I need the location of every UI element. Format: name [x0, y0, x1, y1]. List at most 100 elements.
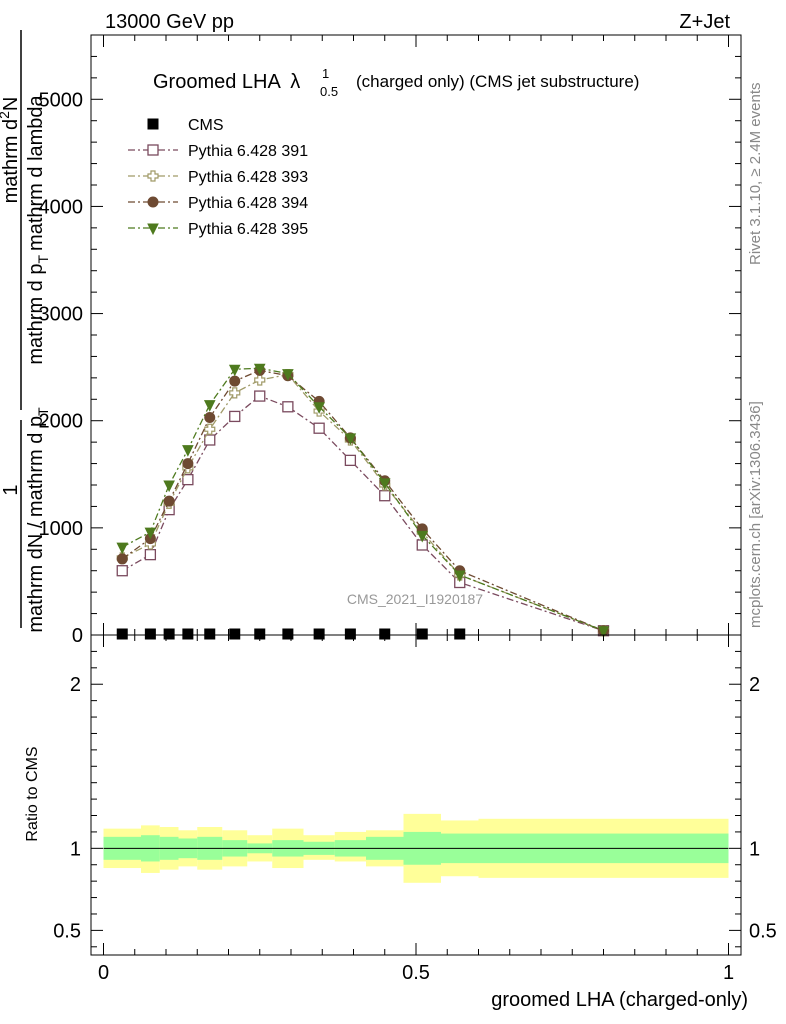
- data-point: [229, 410, 241, 423]
- data-point: [229, 387, 241, 399]
- legend-entry: Pythia 6.428 391: [128, 143, 308, 160]
- plot-title: Groomed LHA λ: [153, 71, 300, 93]
- ratio-x-axis: 0 0.5 1: [98, 635, 734, 984]
- ratio-y-axis: 0.5 0.5 1 1 2 2: [53, 650, 777, 948]
- main-y-tick-label: 2000: [39, 411, 84, 433]
- main-y-tick-label: 4000: [39, 196, 84, 218]
- ratio-x-tick-label: 0: [98, 962, 109, 984]
- data-point: [378, 478, 391, 490]
- data-point: [254, 390, 266, 402]
- data-point: [144, 548, 157, 561]
- data-point: [416, 628, 428, 640]
- data-point: [116, 628, 128, 640]
- header-energy-label: 13000 GeV pp: [105, 11, 234, 33]
- legend-label: Pythia 6.428 391: [188, 143, 308, 160]
- plot-title-subscript: 0.5: [320, 84, 338, 99]
- ratio-y-tick-label: 2: [70, 674, 81, 696]
- data-point: [253, 363, 266, 376]
- legend-label: Pythia 6.428 395: [188, 221, 308, 238]
- data-point: [163, 480, 175, 493]
- data-point: [282, 401, 294, 413]
- main-y-tick-label: 5000: [39, 89, 84, 111]
- data-point: [597, 626, 610, 638]
- legend-entry: Pythia 6.428 393: [128, 169, 308, 186]
- main-y-tick-label: 1000: [39, 518, 84, 540]
- plot-title-superscript: 1: [322, 66, 329, 81]
- ylabel-frac1-denominator: mathrm dN / mathrm d pT: [25, 407, 51, 633]
- data-point: [313, 422, 325, 434]
- data-point: [204, 628, 216, 640]
- legend-entry: CMS: [147, 117, 224, 134]
- ylabel-frac2-denominator: mathrm d pTmathrm d lambda: [25, 94, 51, 364]
- mcplots-label: mcplots.cern.ch [arXiv:1306.3436]: [747, 401, 764, 628]
- legend-marker: [147, 196, 159, 208]
- data-point: [204, 434, 216, 446]
- legend: CMS Pythia 6.428 391 Pythia 6.428 393 Pythi…: [128, 117, 308, 238]
- legend-label: Pythia 6.428 393: [188, 169, 308, 186]
- main-plot-panel: 0 1000 2000 3000 4000 5000 Groomed LHA λ 1 0.…: [39, 34, 742, 647]
- data-point: [344, 628, 356, 640]
- data-point: [182, 458, 194, 470]
- ratio-y-tick-label-right: 2: [749, 674, 760, 696]
- data-point: [144, 527, 157, 540]
- ratio-plot-frame: [90, 634, 742, 956]
- legend-entry: Pythia 6.428 394: [128, 195, 308, 212]
- main-y-axis-label: 1 mathrm dN / mathrm d pT mathrm d2N mat…: [0, 30, 51, 633]
- data-point: [344, 433, 357, 445]
- legend-label: Pythia 6.428 394: [188, 195, 308, 212]
- ylabel-frac2-num-text: mathrm d: [0, 119, 22, 203]
- data-point: [282, 369, 294, 381]
- ylabel-frac2-den-tail: mathrm d lambda: [25, 94, 47, 250]
- main-y-tick-label: 0: [72, 625, 83, 647]
- rivet-version-label: Rivet 3.1.10, ≥ 2.4M events: [747, 83, 764, 266]
- ratio-y-axis-label: Ratio to CMS: [24, 746, 41, 841]
- ylabel-frac2-den-sub: T: [35, 255, 51, 264]
- ylabel-frac1-den-sub: T: [35, 407, 51, 416]
- ylabel-frac2-den-text: mathrm d p: [25, 264, 47, 365]
- main-y-tick-label: 3000: [39, 304, 84, 326]
- x-axis-title: groomed LHA (charged-only): [491, 989, 748, 1011]
- data-point: [144, 628, 156, 640]
- main-y-axis: 0 1000 2000 3000 4000 5000: [39, 34, 741, 647]
- data-point: [254, 374, 266, 386]
- data-point: [228, 364, 241, 377]
- ylabel-frac2-num-tail: N: [0, 97, 22, 111]
- ratio-y-tick-label-right: 0.5: [749, 920, 777, 942]
- data-point: [453, 570, 466, 583]
- ylabel-frac2-numerator: mathrm d2N: [0, 97, 22, 204]
- data-point: [344, 454, 357, 467]
- series-line: [121, 395, 604, 632]
- ratio-y-tick-label: 0.5: [53, 920, 81, 942]
- ratio-y-tick-label: 1: [70, 838, 81, 860]
- legend-marker: [147, 118, 159, 130]
- plot-title-symbol: λ: [290, 71, 300, 93]
- legend-marker: [147, 170, 159, 182]
- legend-label: CMS: [188, 117, 224, 134]
- data-point: [163, 628, 175, 640]
- series-line: [121, 367, 604, 632]
- data-point: [116, 542, 129, 555]
- data-point: [116, 565, 128, 577]
- plot-title-rest: (charged only) (CMS jet substructure): [356, 72, 639, 91]
- data-point: [204, 412, 216, 423]
- data-point: [379, 490, 391, 502]
- ratio-plot-panel: 0.5 0.51 12 2 0 0.5 1 Ratio to CMS: [24, 634, 777, 984]
- data-point: [203, 400, 216, 412]
- series-pythia-6-428-391: [116, 390, 610, 637]
- series-cms: [116, 628, 466, 640]
- ratio-x-tick-label: 0.5: [402, 962, 430, 984]
- data-point: [182, 445, 194, 457]
- data-point: [313, 628, 325, 640]
- data-point: [282, 628, 294, 640]
- data-point: [229, 628, 241, 640]
- data-point: [229, 375, 241, 387]
- legend-marker: [147, 223, 159, 236]
- series-pythia-6-428-395: [116, 363, 610, 638]
- analysis-watermark: CMS_2021_I1920187: [347, 591, 483, 607]
- legend-entry: Pythia 6.428 395: [128, 221, 308, 238]
- header-process-label: Z+Jet: [679, 11, 730, 33]
- data-point: [182, 473, 194, 486]
- series-line: [121, 369, 604, 632]
- legend-marker: [147, 144, 159, 156]
